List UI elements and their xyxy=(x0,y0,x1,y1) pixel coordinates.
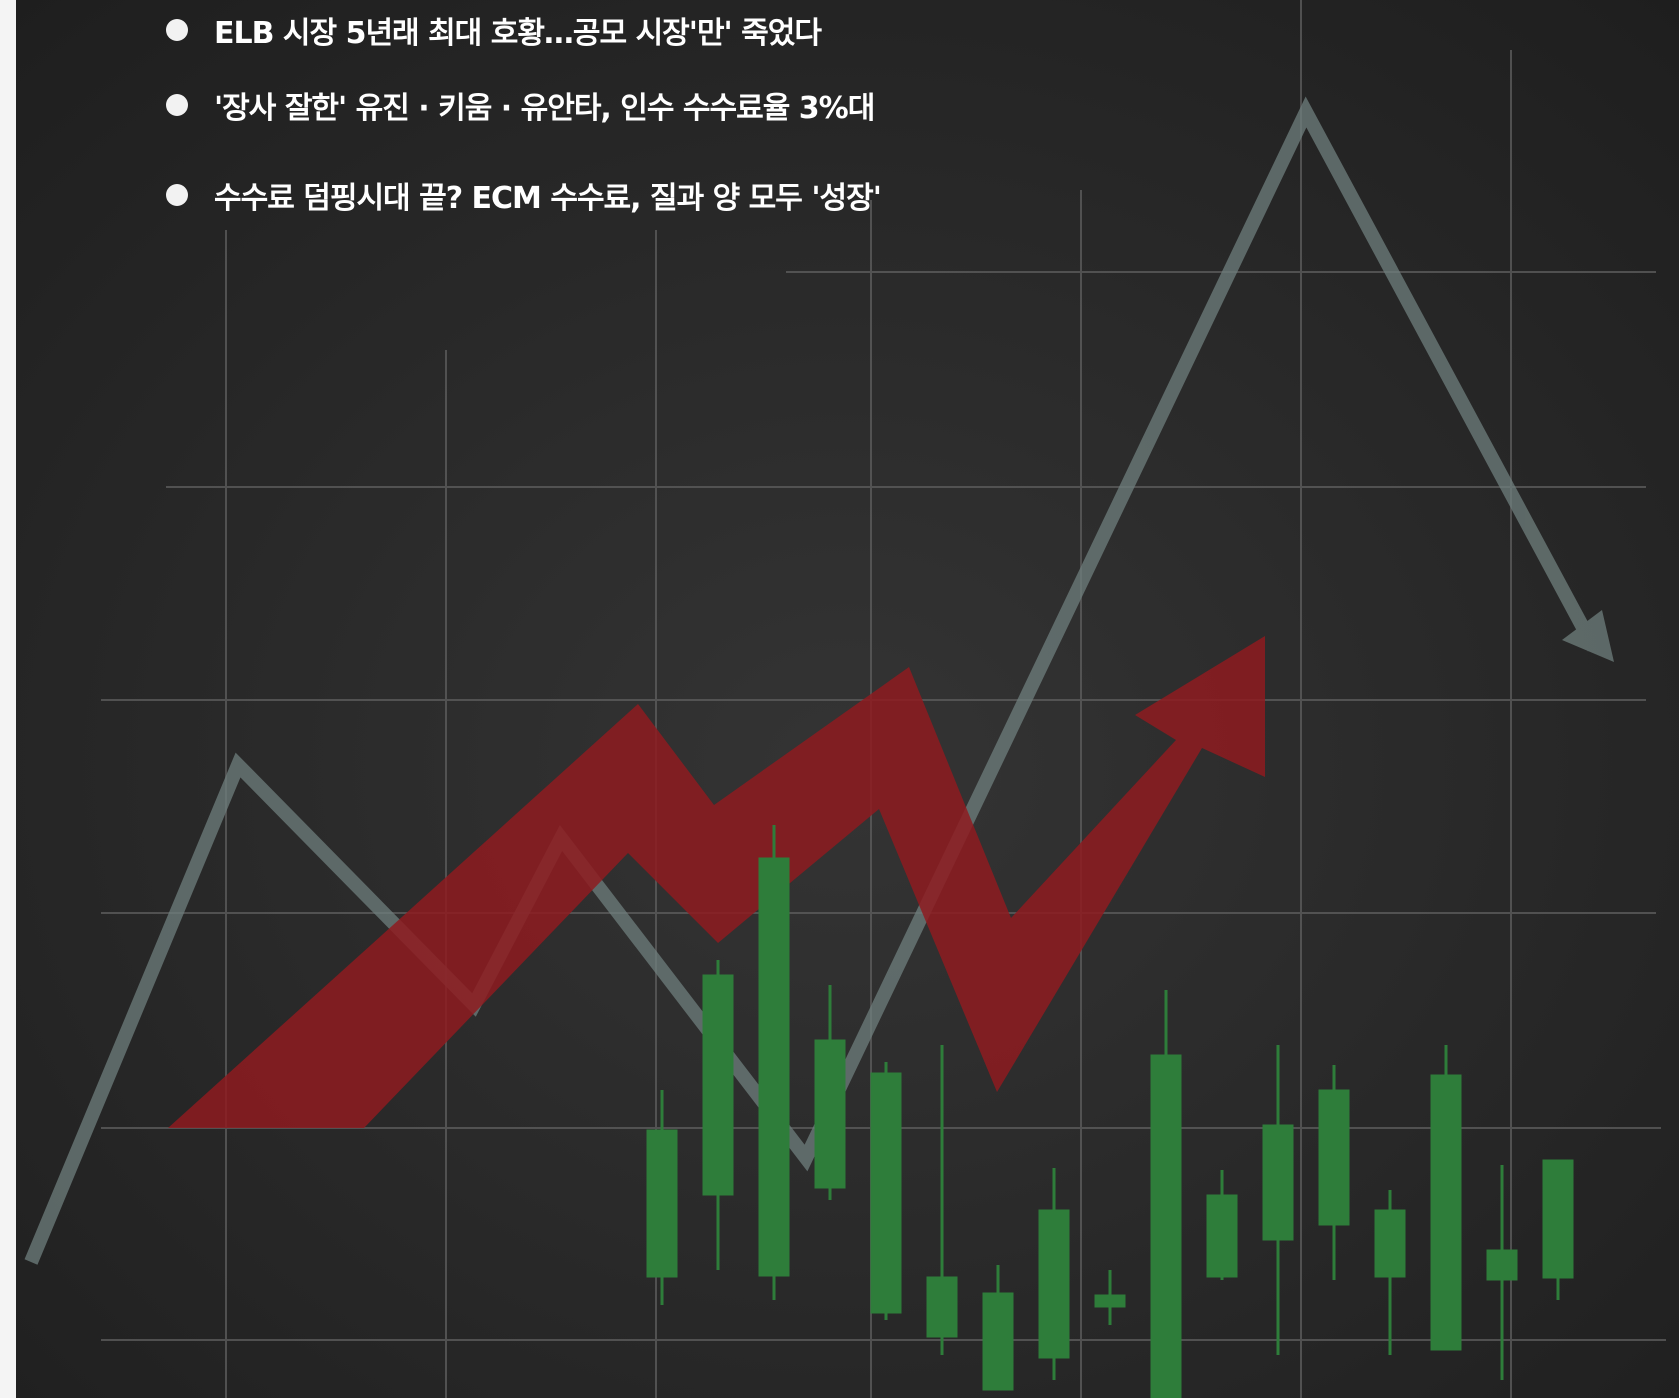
down-arrow-head-icon xyxy=(1562,610,1614,662)
headline-list: ELB 시장 5년래 최대 호황…공모 시장'만' 죽었다 '장사 잘한' 유진… xyxy=(166,0,882,240)
red-up-arrow xyxy=(168,636,1265,1128)
headline-item[interactable]: 수수료 덤핑시대 끝? ECM 수수료, 질과 양 모두 '성장' xyxy=(166,150,882,240)
headline-item[interactable]: ELB 시장 5년래 최대 호황…공모 시장'만' 죽었다 xyxy=(166,0,881,60)
headline-text[interactable]: ELB 시장 5년래 최대 호황…공모 시장'만' 죽었다 xyxy=(214,16,822,51)
bullet-icon xyxy=(166,19,188,41)
headline-text[interactable]: 수수료 덤핑시대 끝? ECM 수수료, 질과 양 모두 '성장' xyxy=(214,181,882,216)
stock-chart-illustration xyxy=(16,0,1679,1398)
chalkboard-illustration: ELB 시장 5년래 최대 호황…공모 시장'만' 죽었다 '장사 잘한' 유진… xyxy=(16,0,1679,1398)
candlestick-series xyxy=(646,825,1574,1398)
bullet-icon xyxy=(166,94,188,116)
headline-item[interactable]: '장사 잘한' 유진 · 키움 · 유안타, 인수 수수료율 3%대 xyxy=(166,60,881,150)
bullet-icon xyxy=(166,184,188,206)
headline-text[interactable]: '장사 잘한' 유진 · 키움 · 유안타, 인수 수수료율 3%대 xyxy=(214,91,875,126)
